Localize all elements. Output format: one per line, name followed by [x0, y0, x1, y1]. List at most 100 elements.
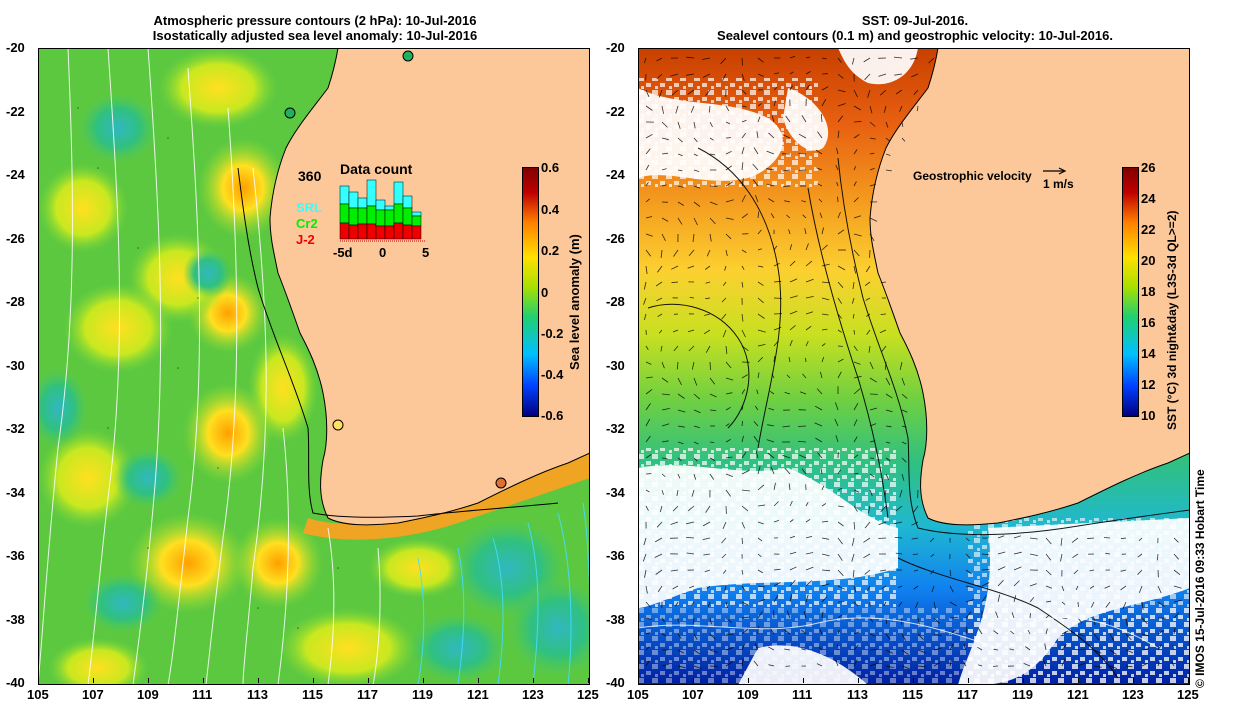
velocity-arrow [786, 374, 791, 379]
velocity-arrow [836, 182, 839, 187]
velocity-arrow [821, 263, 830, 267]
velocity-arrow [853, 265, 856, 274]
velocity-arrow [757, 313, 765, 319]
sla-cb-tick-4: -0.2 [541, 326, 564, 341]
right-y-tick--38: -38 [606, 611, 625, 627]
velocity-arrow [899, 489, 903, 498]
velocity-arrow [773, 501, 779, 507]
velocity-arrow [869, 473, 875, 478]
right-y-tick--20: -20 [606, 40, 625, 55]
velocity-arrow [725, 345, 728, 354]
velocity-arrow [837, 130, 840, 139]
velocity-arrow [864, 521, 871, 529]
velocity-arrow [1105, 552, 1111, 555]
velocity-arrow [853, 454, 859, 459]
velocity-arrow [741, 420, 743, 427]
velocity-arrow [784, 200, 791, 203]
velocity-arrow [917, 633, 924, 640]
velocity-arrow [977, 646, 983, 651]
velocity-arrow [645, 361, 652, 365]
right-y-tick--36: -36 [606, 548, 625, 563]
velocity-arrow [789, 551, 797, 555]
velocity-arrow [837, 89, 846, 93]
velocity-arrow [756, 389, 759, 395]
velocity-arrow [753, 147, 759, 155]
velocity-arrow [784, 648, 791, 651]
left-x-tick-mark [478, 678, 479, 683]
velocity-arrow [933, 662, 941, 667]
velocity-arrow [709, 393, 717, 398]
velocity-arrow [821, 99, 827, 107]
velocity-arrow [817, 131, 823, 139]
velocity-arrow [725, 217, 734, 220]
velocity-arrow [917, 617, 920, 626]
velocity-arrow [693, 137, 698, 143]
velocity-arrow [722, 521, 727, 530]
velocity-arrow [673, 249, 679, 257]
velocity-arrow [693, 121, 696, 129]
velocity-arrow [869, 440, 876, 443]
velocity-arrow [1171, 661, 1175, 667]
velocity-arrow [853, 197, 859, 203]
velocity-arrow [805, 260, 813, 267]
inset-xlabel-0: 0 [379, 245, 387, 260]
velocity-arrow [912, 553, 919, 555]
velocity-arrow [661, 377, 669, 383]
velocity-arrow [770, 466, 775, 475]
velocity-arrow [645, 216, 653, 219]
right-x-tick-113: 113 [847, 687, 868, 702]
velocity-arrow [1089, 569, 1095, 572]
velocity-arrow [913, 89, 919, 96]
right-x-tick-121: 121 [1067, 687, 1089, 702]
velocity-arrow [821, 356, 825, 363]
velocity-arrow [1075, 585, 1079, 591]
velocity-arrow [768, 664, 775, 667]
velocity-arrow [709, 137, 714, 141]
velocity-arrow [869, 121, 876, 127]
velocity-arrow [805, 296, 814, 299]
sla-cb-tick-0: 0.6 [541, 160, 560, 175]
velocity-arrow [741, 345, 749, 352]
velocity-arrow [821, 553, 830, 557]
velocity-arrow [705, 89, 711, 97]
velocity-arrow [686, 56, 695, 59]
left-y-tick--34: -34 [6, 484, 25, 500]
velocity-arrow [819, 629, 823, 635]
velocity-arrow [853, 505, 858, 512]
sst-map [638, 48, 1190, 685]
velocity-arrow [894, 537, 903, 539]
velocity-arrow [885, 441, 891, 444]
velocity-arrow [916, 105, 919, 112]
velocity-arrow [671, 89, 679, 96]
velocity-arrow [853, 133, 860, 139]
velocity-arrow [709, 617, 712, 625]
velocity-arrow [672, 585, 679, 590]
velocity-arrow [1173, 553, 1179, 560]
velocity-arrow [757, 569, 764, 574]
velocity-arrow [1061, 601, 1066, 605]
velocity-arrow [721, 537, 727, 544]
velocity-arrow [757, 103, 762, 107]
velocity-arrow [708, 105, 711, 113]
velocity-arrow [657, 265, 663, 273]
velocity-arrow [1061, 643, 1067, 651]
velocity-arrow [725, 165, 733, 171]
velocity-arrow [880, 569, 887, 572]
velocity-arrow [885, 137, 890, 142]
right-x-tick-105: 105 [627, 687, 649, 702]
velocity-scale-label: 1 m/s [1043, 177, 1074, 191]
velocity-arrow [1060, 553, 1063, 562]
velocity-arrow [1090, 601, 1095, 608]
velocity-arrow [885, 633, 891, 640]
velocity-arrow [1125, 665, 1133, 668]
velocity-arrow [913, 505, 919, 513]
sst-cb-tick-2: 22 [1141, 222, 1156, 237]
velocity-arrow [721, 297, 727, 303]
velocity-arrow [821, 227, 824, 235]
velocity-arrow [757, 57, 764, 63]
velocity-arrow [933, 647, 942, 651]
velocity-arrow [766, 168, 775, 171]
velocity-arrow [1060, 537, 1063, 546]
velocity-arrow [671, 281, 679, 284]
velocity-arrow [722, 73, 727, 81]
